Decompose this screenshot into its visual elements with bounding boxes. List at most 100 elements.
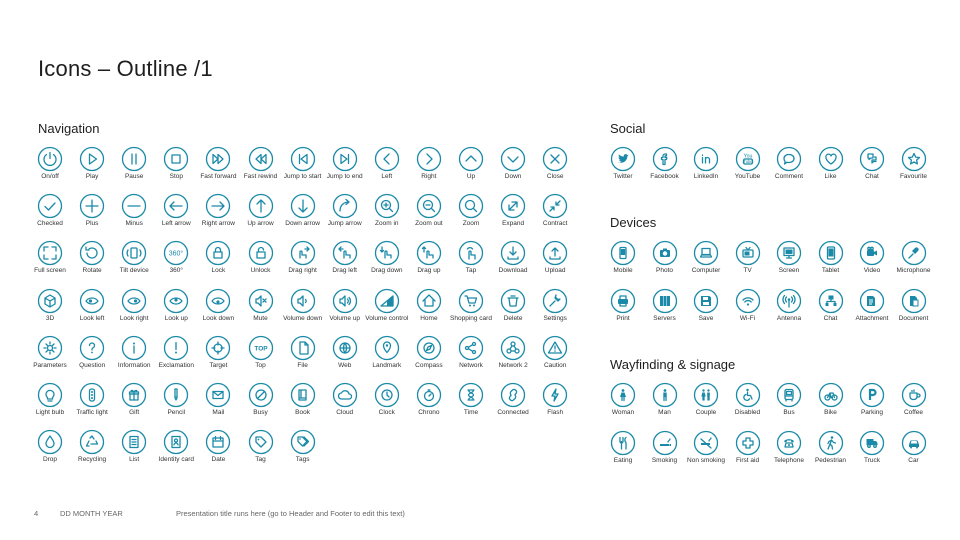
icon-label: On/off <box>41 173 59 180</box>
icon-tile: Busy <box>235 382 287 430</box>
icon-label: Servers <box>653 315 676 322</box>
screen-icon <box>776 240 802 266</box>
icon-tile: Tablet <box>805 240 857 288</box>
web-icon <box>332 335 358 361</box>
icon-tile: Fast forward <box>192 146 244 194</box>
print-icon <box>610 288 636 314</box>
icon-tile: Look left <box>66 288 118 336</box>
icon-tile: Down <box>487 146 539 194</box>
non-smoking-icon <box>693 430 719 456</box>
icon-label: Upload <box>544 267 566 275</box>
drag-right-icon <box>290 240 316 266</box>
top-icon: TOP <box>248 335 274 361</box>
icon-tile: Identity card <box>150 429 202 477</box>
icon-label: Chrono <box>418 409 440 416</box>
icon-label: Car <box>908 457 919 464</box>
icon-label: Mail <box>212 409 225 416</box>
icon-label: Coffee <box>903 409 924 416</box>
icon-tile: Left <box>361 146 413 194</box>
icon-tile: Microphone <box>888 240 940 288</box>
computer-icon <box>693 240 719 266</box>
icon-label: Network <box>459 361 483 369</box>
icon-label: Eating <box>613 457 633 464</box>
drag-down-icon <box>374 240 400 266</box>
icon-label: Document <box>898 315 929 322</box>
icon-tile: Landmark <box>361 335 413 383</box>
truck-icon <box>859 430 885 456</box>
caution-icon <box>542 335 568 361</box>
document-icon <box>901 288 927 314</box>
chrono-icon <box>416 382 442 408</box>
icon-label: Light bulb <box>35 409 65 416</box>
cloud-icon <box>332 382 358 408</box>
icon-label: Wi-Fi <box>739 315 756 322</box>
icon-label: Non smoking <box>687 457 725 464</box>
icon-label: Photo <box>656 267 673 274</box>
icon-label: Identity card <box>158 456 194 464</box>
icon-label: Cloud <box>336 409 354 416</box>
icon-tile: Up arrow <box>235 193 287 241</box>
icon-tile: TV <box>722 240 774 288</box>
icon-label: Unlock <box>250 267 271 275</box>
bike-icon <box>818 382 844 408</box>
icon-label: Time <box>463 409 479 416</box>
tap-icon <box>458 240 484 266</box>
icon-tile: Close <box>529 146 581 194</box>
icon-tile: Telephone <box>763 430 815 478</box>
icon-tile: You Tube YouTube <box>722 146 774 194</box>
icon-label: Down arrow <box>285 220 320 228</box>
icon-tile: Clock <box>361 382 413 430</box>
icon-tile: Drag down <box>361 240 413 288</box>
icon-label: Favourite <box>899 173 928 180</box>
icon-tile: Video <box>846 240 898 288</box>
navigation-section-title: Navigation <box>38 121 100 136</box>
icon-label: Drop <box>42 456 58 464</box>
devices-section-title: Devices <box>610 215 657 230</box>
shopping-cart-icon <box>458 288 484 314</box>
icon-tile: Right arrow <box>192 193 244 241</box>
icon-label: Checked <box>37 220 63 228</box>
icon-tile: Truck <box>846 430 898 478</box>
icon-label: Top <box>255 361 266 369</box>
icon-label: Information <box>117 361 151 369</box>
icon-tile: Expand <box>487 193 539 241</box>
icon-tile: Tags <box>277 429 329 477</box>
icon-tile: 3D <box>24 288 76 336</box>
settings-icon <box>542 288 568 314</box>
icon-label: Drag right <box>288 267 317 275</box>
icon-tile: Drag right <box>277 240 329 288</box>
icon-label: Volume up <box>329 314 361 322</box>
jump-arrow-icon <box>332 193 358 219</box>
wifi-icon <box>735 288 761 314</box>
fast-rewind-icon <box>248 146 274 172</box>
parameters-icon <box>37 335 63 361</box>
icon-label: Jump arrow <box>327 220 362 228</box>
icon-label: Save <box>698 315 714 322</box>
icon-label: Chat <box>865 173 879 180</box>
icon-label: Bus <box>783 409 795 416</box>
pedestrian-icon <box>818 430 844 456</box>
icon-label: Up <box>466 173 476 180</box>
icon-label: Shopping card <box>450 314 492 322</box>
icon-tile: Document <box>888 288 940 336</box>
icon-label: Settings <box>543 314 567 322</box>
icon-tile: Bike <box>805 382 857 430</box>
icon-label: Download <box>498 267 528 275</box>
disabled-icon <box>735 382 761 408</box>
icon-tile: Jump arrow <box>319 193 371 241</box>
file-icon <box>290 335 316 361</box>
icon-tile: Time <box>445 382 497 430</box>
icon-label: Volume control <box>365 314 409 322</box>
landmark-icon <box>374 335 400 361</box>
icon-tile: Book <box>277 382 329 430</box>
icon-tile: Recycling <box>66 429 118 477</box>
icon-label: Delete <box>503 314 523 322</box>
flash-icon <box>542 382 568 408</box>
icon-tile: Servers <box>639 288 691 336</box>
icon-tile: Shopping card <box>445 288 497 336</box>
icon-tile: List <box>108 429 160 477</box>
chevron-up-icon <box>458 146 484 172</box>
icon-label: Computer <box>691 267 721 274</box>
plus-icon <box>79 193 105 219</box>
delete-icon <box>500 288 526 314</box>
